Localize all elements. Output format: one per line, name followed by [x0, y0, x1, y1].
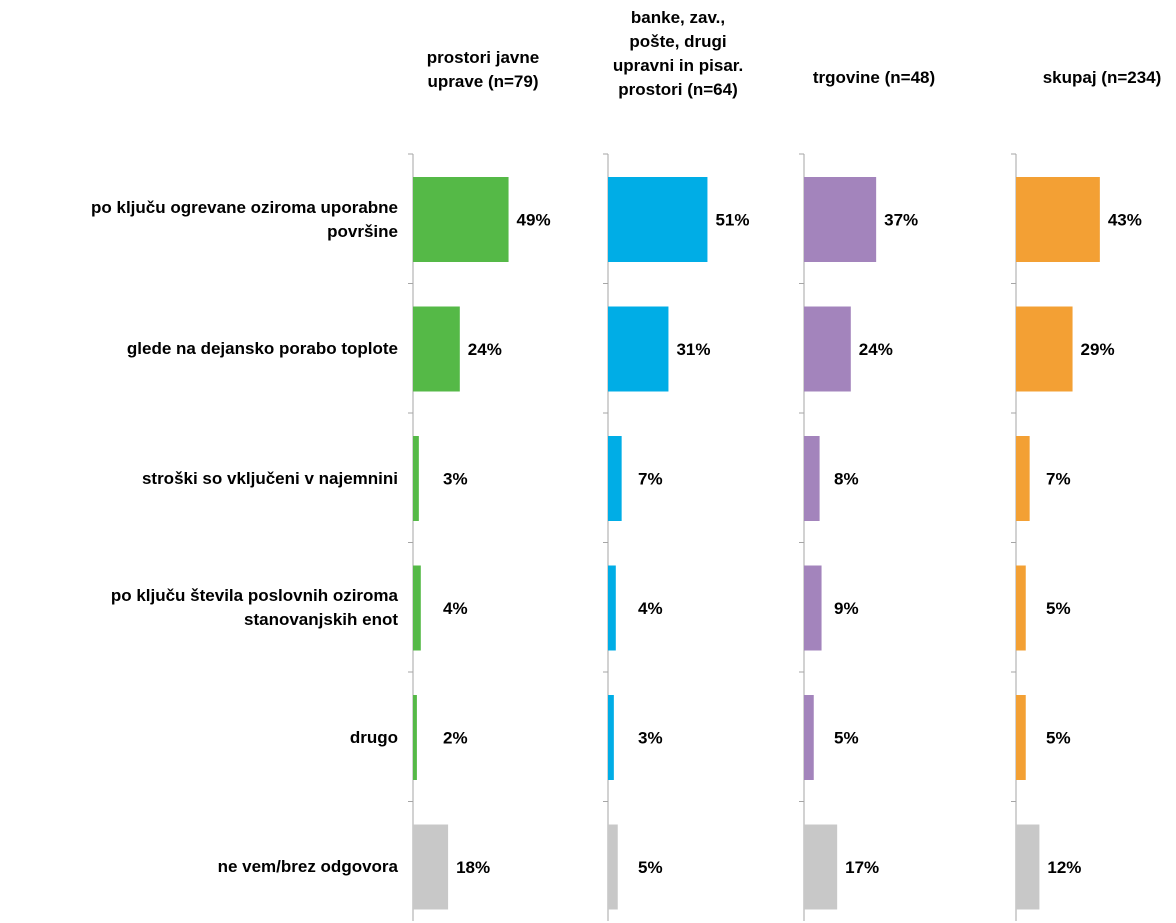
bar: [804, 436, 820, 521]
data-label: 24%: [468, 340, 502, 359]
data-label: 8%: [834, 470, 859, 489]
category-label: po ključu števila poslovnih oziroma stan…: [110, 586, 398, 629]
data-label: 7%: [638, 470, 663, 489]
data-label: 5%: [1046, 599, 1071, 618]
bar: [608, 436, 622, 521]
data-label: 7%: [1046, 470, 1071, 489]
category-label: glede na dejansko porabo toplote: [126, 339, 398, 358]
data-label: 3%: [638, 729, 663, 748]
bar: [413, 824, 449, 910]
bar: [1016, 436, 1030, 521]
bar: [608, 695, 614, 780]
series-title: trgovine (n=48): [812, 68, 936, 87]
data-label: 5%: [638, 858, 663, 877]
data-label: 49%: [517, 211, 551, 230]
data-label: 4%: [443, 599, 468, 618]
series-title: skupaj (n=234): [1042, 68, 1162, 87]
data-label: 37%: [884, 211, 918, 230]
bar: [804, 306, 851, 392]
data-label: 9%: [834, 599, 859, 618]
data-label: 43%: [1108, 211, 1142, 230]
series-title: banke, zav., pošte, drugi upravni in pis…: [612, 8, 744, 99]
bar: [1016, 695, 1026, 780]
bar: [1016, 306, 1073, 392]
bar: [413, 695, 417, 780]
bar: [804, 565, 822, 651]
data-label: 5%: [1046, 729, 1071, 748]
data-label: 12%: [1047, 858, 1081, 877]
bar: [804, 824, 838, 910]
series-title: prostori javne uprave (n=79): [426, 48, 540, 91]
bar: [413, 436, 419, 521]
data-label: 51%: [715, 211, 749, 230]
category-label: ne vem/brez odgovora: [217, 857, 398, 876]
data-label: 18%: [456, 858, 490, 877]
category-label: drugo: [349, 727, 398, 747]
bar: [413, 306, 460, 392]
data-label: 3%: [443, 470, 468, 489]
category-label: stroški so vključeni v najemnini: [141, 468, 398, 488]
bar: [608, 306, 669, 392]
data-label: 29%: [1081, 340, 1115, 359]
data-label: 4%: [638, 599, 663, 618]
bar: [1016, 565, 1026, 651]
category-label: po ključu ogrevane oziroma uporabne povr…: [91, 197, 398, 241]
bar: [608, 177, 708, 262]
data-label: 2%: [443, 729, 468, 748]
bar: [608, 565, 616, 651]
data-label: 31%: [676, 340, 710, 359]
bar: [804, 177, 877, 262]
data-label: 24%: [859, 340, 893, 359]
data-label: 17%: [845, 858, 879, 877]
data-label: 5%: [834, 729, 859, 748]
bar: [413, 177, 509, 262]
bar: [804, 695, 814, 780]
bar: [608, 824, 618, 910]
bar: [413, 565, 421, 651]
bar: [1016, 824, 1040, 910]
bar: [1016, 177, 1100, 262]
